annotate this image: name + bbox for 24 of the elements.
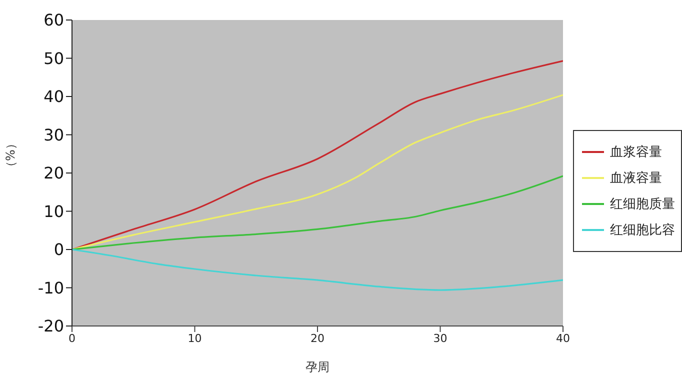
legend-label: 血液容量 <box>610 170 662 186</box>
y-tick-label: 50 <box>44 48 64 68</box>
y-tick-label: 60 <box>44 10 64 30</box>
y-tick-label: -20 <box>38 316 64 336</box>
y-tick-label: 30 <box>44 125 64 144</box>
legend-label: 红细胞比容 <box>610 222 675 238</box>
y-tick-label: 0 <box>54 240 64 260</box>
x-tick-label: 30 <box>433 332 448 345</box>
x-tick-label: 10 <box>188 332 202 345</box>
y-tick-label: 10 <box>44 202 64 221</box>
x-tick-label: 0 <box>68 332 76 345</box>
y-tick-label: 40 <box>44 87 64 106</box>
x-tick-label: 40 <box>556 332 570 345</box>
y-tick-label: 20 <box>44 164 64 183</box>
line-series <box>72 175 563 250</box>
legend-label: 血浆容量 <box>610 144 662 160</box>
y-axis-title: （%） <box>3 138 18 173</box>
line-series <box>72 60 563 250</box>
line-series <box>72 94 563 250</box>
legend-label: 红细胞质量 <box>610 196 675 212</box>
x-axis-title: 孕周 <box>306 360 330 374</box>
x-tick-label: 20 <box>310 332 324 345</box>
line-series <box>72 248 563 291</box>
y-tick-label: -10 <box>38 278 64 298</box>
